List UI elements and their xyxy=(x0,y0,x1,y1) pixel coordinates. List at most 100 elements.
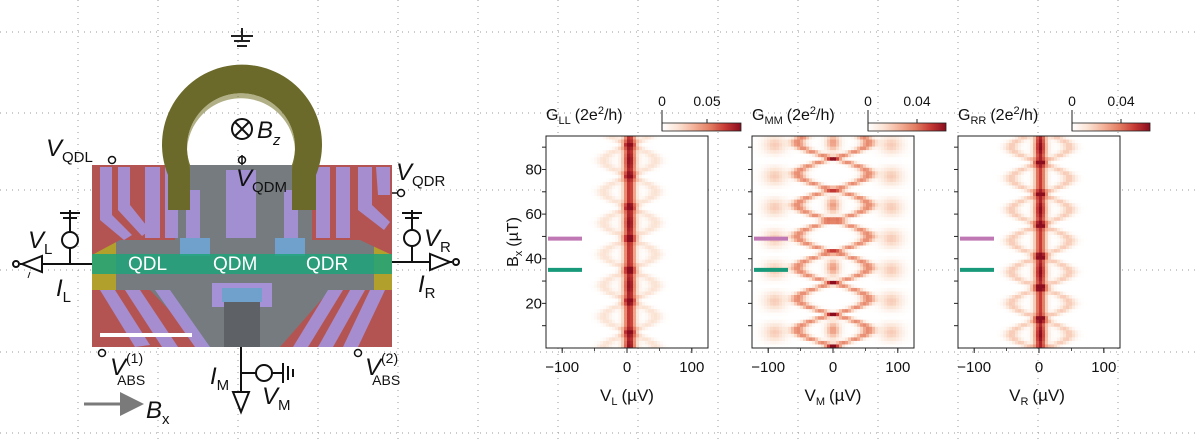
heatmap-cell xyxy=(890,220,894,225)
heatmap-cell xyxy=(609,224,613,229)
heatmap-cell xyxy=(621,192,625,197)
heatmap-cell xyxy=(887,189,891,194)
heatmap-cell xyxy=(573,295,577,300)
heatmap-cell xyxy=(639,263,643,268)
heatmap-cell xyxy=(833,203,837,208)
heatmap-cell xyxy=(812,185,816,190)
heatmap-cell xyxy=(618,224,622,229)
heatmap-cell xyxy=(842,174,846,179)
heatmap-cell xyxy=(642,160,646,165)
heatmap-cell xyxy=(630,199,634,204)
heatmap-cell xyxy=(639,256,643,261)
heatmap-cell xyxy=(549,312,553,317)
heatmap-cell xyxy=(693,344,697,349)
heatmap-cell xyxy=(564,270,568,275)
heatmap-cell xyxy=(549,270,553,275)
heatmap-cell xyxy=(567,245,571,250)
heatmap-cell xyxy=(591,224,595,229)
heatmap-cell xyxy=(672,298,676,303)
heatmap-cell xyxy=(705,174,709,179)
heatmap-cell xyxy=(854,234,858,239)
heatmap-cell xyxy=(639,252,643,257)
heatmap-cell xyxy=(681,316,685,321)
heatmap-cell xyxy=(573,316,577,321)
heatmap-cell xyxy=(561,319,565,324)
heatmap-cell xyxy=(675,213,679,218)
heatmap-cell xyxy=(690,249,694,254)
heatmap-cell xyxy=(594,312,598,317)
heatmap-cell xyxy=(567,160,571,165)
heatmap-cell xyxy=(612,178,616,183)
heatmap-cell xyxy=(570,284,574,289)
heatmap-cell xyxy=(573,227,577,232)
heatmap-cell xyxy=(618,157,622,162)
heatmap-cell xyxy=(603,143,607,148)
heatmap-cell xyxy=(800,157,804,162)
heatmap-cell xyxy=(893,203,897,208)
heatmap-cell xyxy=(693,263,697,268)
heatmap-cell xyxy=(627,249,631,254)
heatmap-cell xyxy=(663,263,667,268)
heatmap-cell xyxy=(812,136,816,141)
heatmap-cell xyxy=(555,224,559,229)
heatmap-cell xyxy=(690,277,694,282)
heatmap-cell xyxy=(615,287,619,292)
heatmap-cell xyxy=(908,238,912,243)
heatmap-cell xyxy=(669,234,673,239)
heatmap-cell xyxy=(651,312,655,317)
heatmap-cell xyxy=(788,192,792,197)
heatmap-cell xyxy=(666,181,670,186)
heatmap-cell xyxy=(612,224,616,229)
heatmap-cell xyxy=(797,192,801,197)
heatmap-cell xyxy=(624,224,628,229)
heatmap-cell xyxy=(863,220,867,225)
heatmap-cell xyxy=(588,284,592,289)
heatmap-cell xyxy=(884,220,888,225)
heatmap-cell xyxy=(609,291,613,296)
heatmap-cell xyxy=(645,150,649,155)
heatmap-cell xyxy=(564,309,568,314)
heatmap-cell xyxy=(833,206,837,211)
heatmap-cell xyxy=(597,316,601,321)
heatmap-cell xyxy=(564,213,568,218)
heatmap-cell xyxy=(639,287,643,292)
heatmap-cell xyxy=(845,143,849,148)
heatmap-cell xyxy=(612,181,616,186)
heatmap-cell xyxy=(552,150,556,155)
heatmap-cell xyxy=(552,178,556,183)
heatmap-cell xyxy=(761,185,765,190)
heatmap-cell xyxy=(782,181,786,186)
heatmap-cell xyxy=(854,242,858,247)
heatmap-cell xyxy=(618,312,622,317)
heatmap-cell xyxy=(893,178,897,183)
heatmap-cell xyxy=(881,146,885,151)
heatmap-cell xyxy=(699,319,703,324)
heatmap-cell xyxy=(675,273,679,278)
heatmap-cell xyxy=(606,203,610,208)
heatmap-cell xyxy=(797,245,801,250)
heatmap-cell xyxy=(779,192,783,197)
heatmap-cell xyxy=(902,199,906,204)
heatmap-cell xyxy=(648,139,652,144)
heatmap-cell xyxy=(854,160,858,165)
heatmap-cell xyxy=(555,302,559,307)
heatmap-cell xyxy=(594,266,598,271)
heatmap-cell xyxy=(773,242,777,247)
heatmap-cell xyxy=(624,220,628,225)
heatmap-cell xyxy=(767,167,771,172)
heatmap-cell xyxy=(827,143,831,148)
heatmap-cell xyxy=(636,174,640,179)
heatmap-cell xyxy=(600,231,604,236)
heatmap-cell xyxy=(687,220,691,225)
heatmap-cell xyxy=(579,323,583,328)
heatmap-cell xyxy=(684,284,688,289)
heatmap-cell xyxy=(887,203,891,208)
heatmap-cell xyxy=(791,196,795,201)
heatmap-cell xyxy=(815,196,819,201)
heatmap-cell xyxy=(588,249,592,254)
heatmap-cell xyxy=(618,203,622,208)
heatmap-cell xyxy=(561,220,565,225)
heatmap-cell xyxy=(800,196,804,201)
heatmap-cell xyxy=(648,189,652,194)
heatmap-cell xyxy=(576,217,580,222)
